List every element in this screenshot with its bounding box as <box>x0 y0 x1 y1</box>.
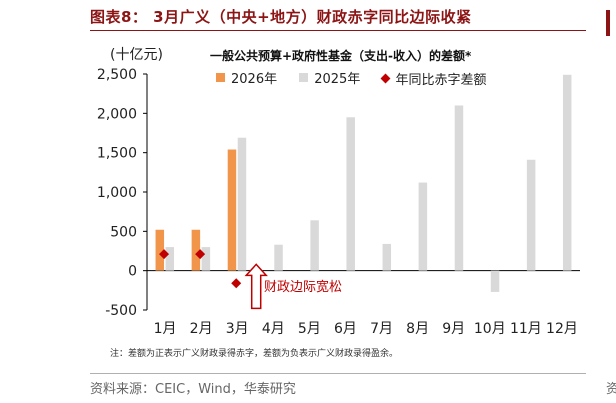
bar-2025-4 <box>274 244 283 271</box>
x-tick-label: 9月 <box>442 321 465 337</box>
legend-label-2025: 2025年 <box>314 72 361 87</box>
x-tick-label: 8月 <box>406 321 429 337</box>
bar-2025-1 <box>165 247 175 271</box>
x-tick-label: 11月 <box>510 321 542 337</box>
legend-item-2026: 2026年 <box>216 68 277 87</box>
source-divider <box>90 373 586 374</box>
diamond-marker-2 <box>195 249 206 260</box>
legend-swatch-2026 <box>216 73 225 82</box>
x-tick-label: 4月 <box>262 321 285 337</box>
adjacent-figure-edge <box>606 10 616 36</box>
x-tick-label: 3月 <box>226 321 249 337</box>
figure-title: 图表8： 3月广义（中央+地方）财政赤字同比边际收紧 <box>90 8 472 26</box>
legend-label-yoy: 年同比赤字差额 <box>395 73 487 88</box>
y-tick-label: 1,500 <box>97 146 137 162</box>
x-tick-label: 7月 <box>370 321 393 337</box>
chart-subtitle: 一般公共预算+政府性基金（支出-收入）的差额* <box>210 49 472 63</box>
bar-2025-9 <box>454 105 464 271</box>
legend: 2026年 2025年 年同比赤字差额 <box>216 68 504 88</box>
legend-label-2026: 2026年 <box>231 72 278 87</box>
x-tick-label: 10月 <box>474 321 506 337</box>
source-line: 资料来源：CEIC，Wind，华泰研究 <box>90 382 296 397</box>
x-tick-label: 2月 <box>190 321 213 337</box>
diamond-marker-1 <box>159 249 170 260</box>
bar-2026-1 <box>155 229 165 271</box>
annotation-arrow-icon <box>244 263 268 310</box>
bar-2025-2 <box>201 247 211 271</box>
bar-2026-3 <box>227 149 237 271</box>
footnote: 注：差额为正表示广义财政录得赤字，差额为负表示广义财政录得盈余。 <box>110 349 399 359</box>
bar-2025-8 <box>418 182 428 271</box>
y-tick-label: 1,000 <box>97 185 137 201</box>
bar-2025-6 <box>346 117 355 271</box>
bar-2025-11 <box>526 159 536 271</box>
bar-2025-10 <box>490 270 500 292</box>
y-tick-label: 2,500 <box>97 67 137 83</box>
legend-swatch-2025 <box>299 73 309 82</box>
bar-2026-2 <box>191 229 201 271</box>
bar-2025-3 <box>237 137 247 271</box>
x-tick-label: 1月 <box>154 321 177 337</box>
y-tick-label: 500 <box>110 224 137 240</box>
legend-item-yoy: 年同比赤字差额 <box>381 69 487 88</box>
legend-item-2025: 2025年 <box>299 68 360 87</box>
y-tick-label: 2,000 <box>97 106 137 122</box>
x-tick-label: 6月 <box>334 321 357 337</box>
adjacent-figure-edge-text: 资 <box>606 382 616 397</box>
title-divider <box>90 30 586 31</box>
annotation-label: 财政边际宽松 <box>264 280 343 295</box>
bar-2025-7 <box>382 243 392 271</box>
bar-2025-5 <box>310 220 319 271</box>
x-tick-label: 5月 <box>298 321 321 337</box>
bar-2025-12 <box>562 74 572 271</box>
y-tick-label: 0 <box>128 264 137 280</box>
x-tick-label: 12月 <box>546 321 578 337</box>
y-axis-unit-label: (十亿元) <box>110 47 163 63</box>
y-tick-label: -500 <box>105 303 137 319</box>
diamond-marker-3 <box>231 278 242 289</box>
